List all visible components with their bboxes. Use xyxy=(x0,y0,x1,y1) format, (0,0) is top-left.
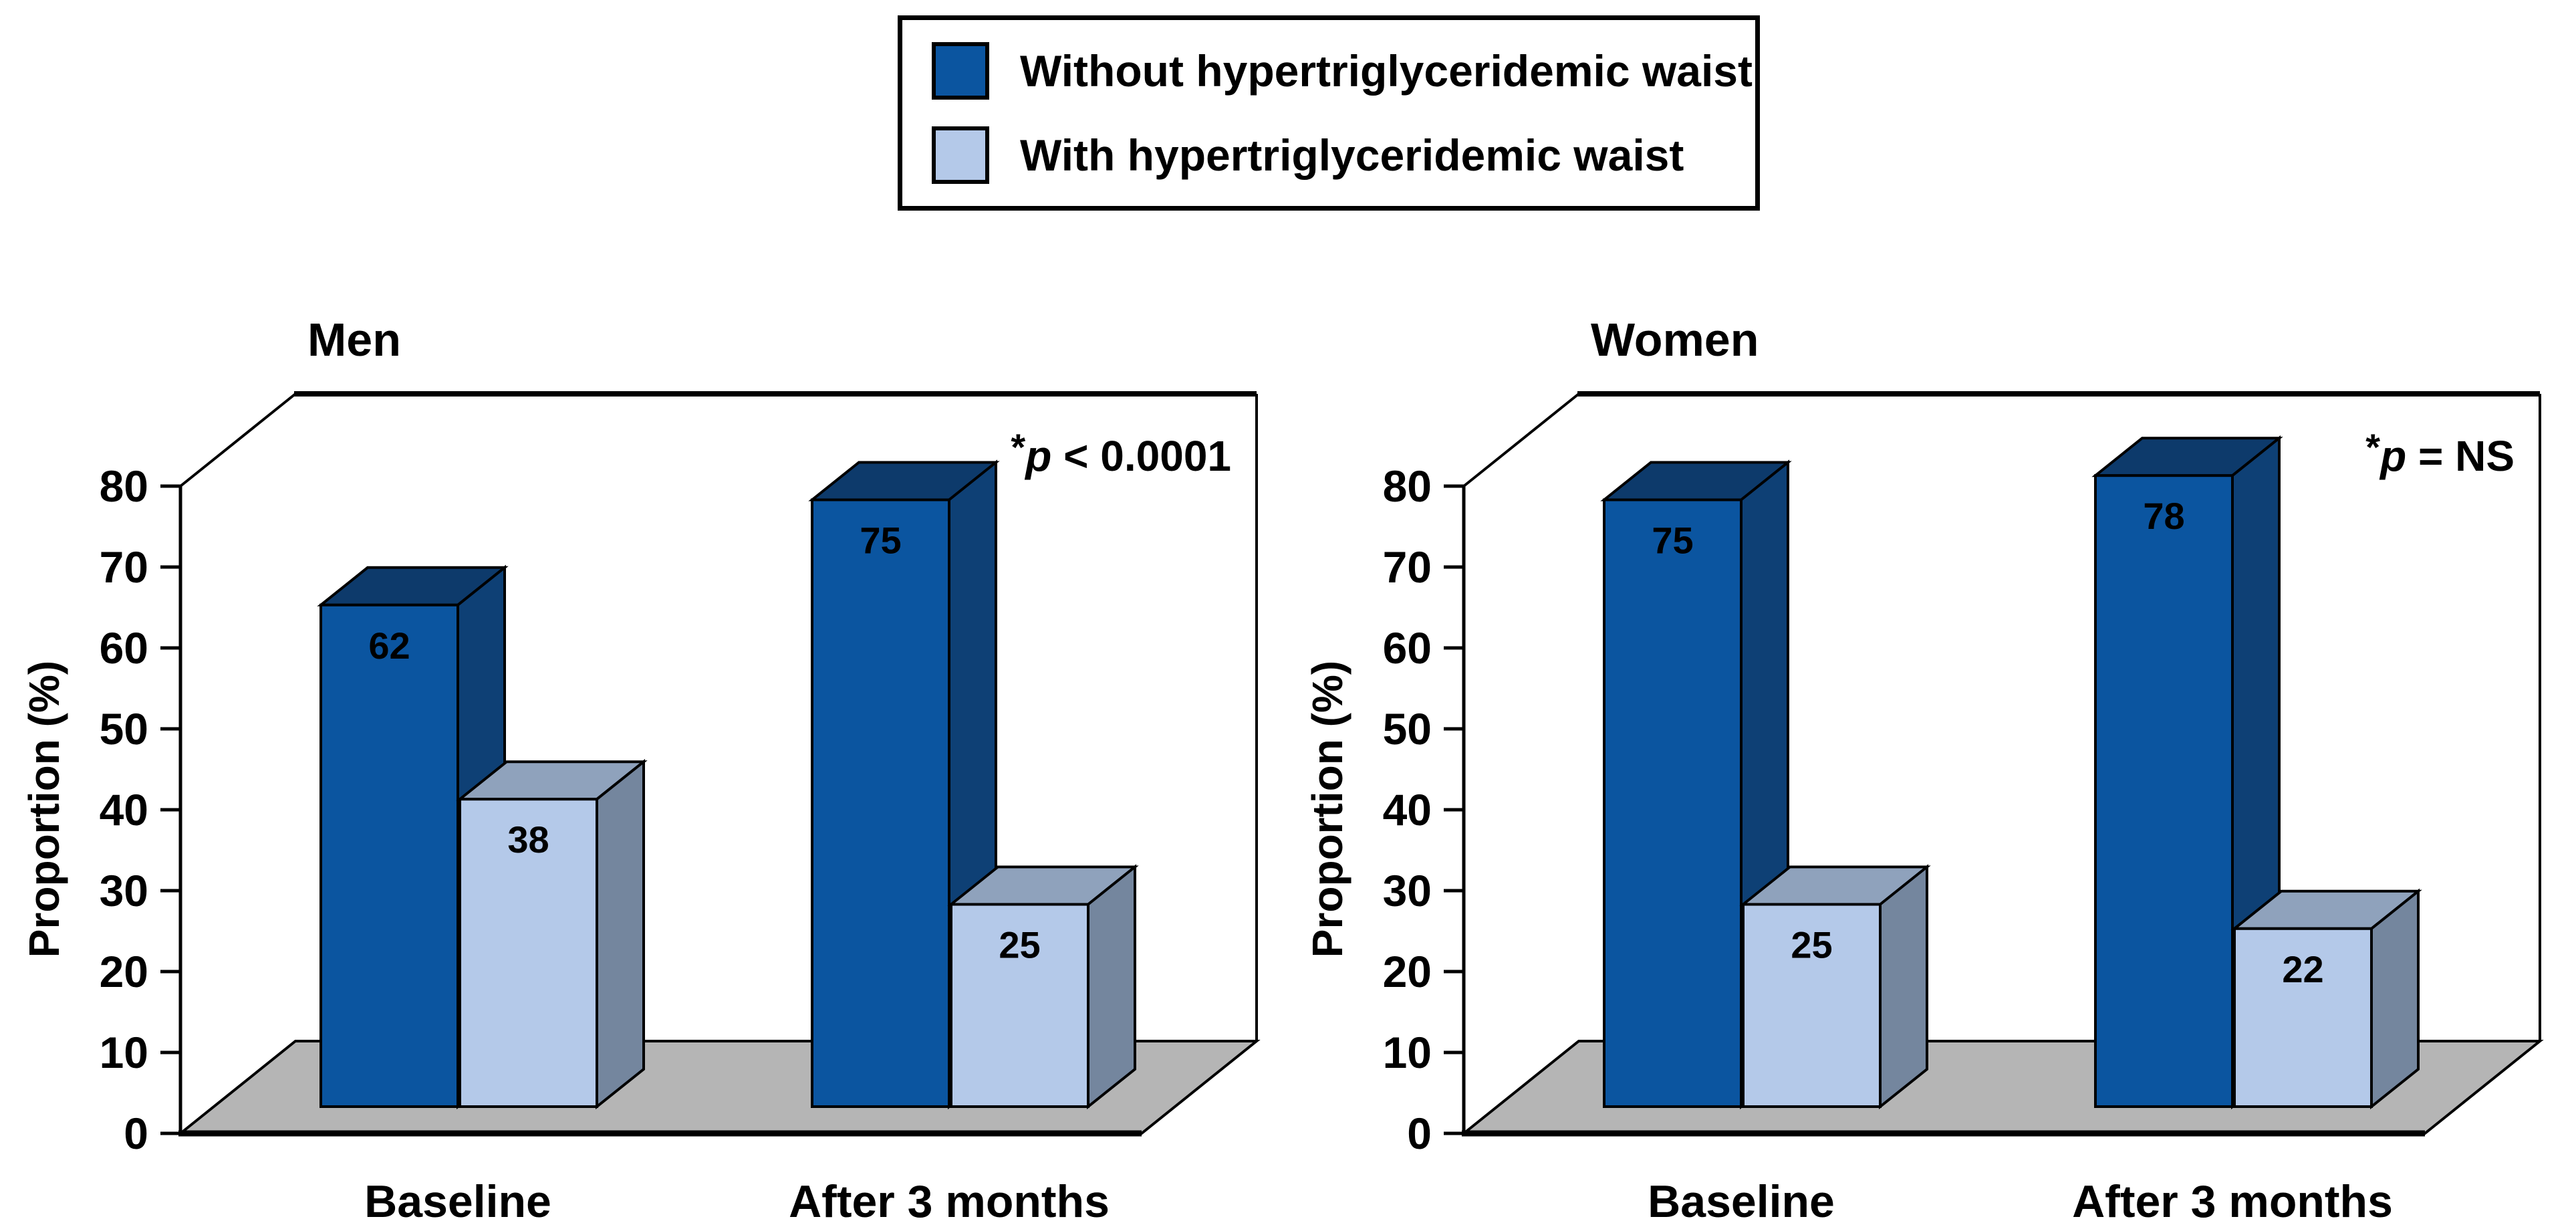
bar-value-label: 75 xyxy=(860,520,901,562)
legend: Without hypertriglyceridemic waist With … xyxy=(898,15,1760,211)
p-value-annotation: *p < 0.0001 xyxy=(1011,426,1231,480)
bar-value-label: 25 xyxy=(1791,924,1832,966)
y-tick-label: 0 xyxy=(1407,1109,1432,1158)
category-label: Baseline xyxy=(1648,1176,1835,1227)
legend-item-without: Without hypertriglyceridemic waist xyxy=(932,42,1755,100)
bar-value-label: 38 xyxy=(507,818,549,861)
y-tick-label: 30 xyxy=(100,866,148,915)
y-tick-label: 50 xyxy=(100,704,148,754)
y-tick-label: 20 xyxy=(100,947,148,996)
wall-left-slant-edge xyxy=(179,393,297,487)
legend-swatch-without-icon xyxy=(932,42,989,100)
bar-value-label: 78 xyxy=(2143,495,2184,537)
bar-front-face xyxy=(1603,498,1743,1108)
bar-value-label: 22 xyxy=(2282,948,2323,990)
y-tick-label: 40 xyxy=(1383,785,1432,834)
panel-title: Men xyxy=(307,314,401,366)
category-label: Baseline xyxy=(364,1176,551,1227)
legend-label-with: With hypertriglyceridemic waist xyxy=(1020,130,1684,180)
bar-front-face xyxy=(2094,474,2234,1108)
y-tick-label: 70 xyxy=(100,542,148,592)
bar-front-face xyxy=(950,903,1089,1108)
bar-side-face xyxy=(2370,888,2420,1110)
bar-value-label: 75 xyxy=(1652,520,1693,562)
wall-left-slant-edge xyxy=(1462,393,1580,487)
y-tick-label: 0 xyxy=(124,1109,148,1158)
y-tick-label: 20 xyxy=(1383,947,1432,996)
chart-panel-men: 0 10 20 30 40 50 60 70 80 Proportion (%) Men *p < 0… xyxy=(20,314,1261,1227)
bar-front-face xyxy=(2233,927,2373,1108)
y-tick-label: 50 xyxy=(1383,704,1432,754)
bar-side-face xyxy=(1087,864,1136,1110)
y-tick-label: 80 xyxy=(1383,461,1432,511)
y-tick-label: 60 xyxy=(100,623,148,673)
y-tick-label: 70 xyxy=(1383,542,1432,592)
y-tick-label: 30 xyxy=(1383,866,1432,915)
legend-item-with: With hypertriglyceridemic waist xyxy=(932,126,1755,184)
bar-value-label: 25 xyxy=(999,924,1040,966)
y-axis-title: Proportion (%) xyxy=(20,661,68,958)
bar-side-face xyxy=(1879,864,1928,1110)
bar-front-face xyxy=(811,498,950,1108)
panel-title: Women xyxy=(1591,314,1759,366)
bar-front-face xyxy=(1742,903,1882,1108)
category-label: After 3 months xyxy=(789,1176,1110,1227)
y-tick-label: 40 xyxy=(100,785,148,834)
p-value-annotation: *p = NS xyxy=(2365,426,2515,480)
bar-side-face xyxy=(596,759,645,1110)
y-tick-label: 10 xyxy=(1383,1028,1432,1077)
bar-value-label: 62 xyxy=(368,625,410,667)
y-axis-title: Proportion (%) xyxy=(1303,661,1351,958)
y-tick-label: 60 xyxy=(1383,623,1432,673)
bar-front-face xyxy=(459,798,598,1108)
legend-label-without: Without hypertriglyceridemic waist xyxy=(1020,46,1753,96)
y-tick-label: 80 xyxy=(100,461,148,511)
legend-swatch-with-icon xyxy=(932,126,989,184)
category-label: After 3 months xyxy=(2072,1176,2393,1227)
bar-front-face xyxy=(319,603,459,1108)
chart-panel-women: 0 10 20 30 40 50 60 70 80 Proportion (%) Women *p =… xyxy=(1303,314,2544,1227)
y-tick-label: 10 xyxy=(100,1028,148,1077)
